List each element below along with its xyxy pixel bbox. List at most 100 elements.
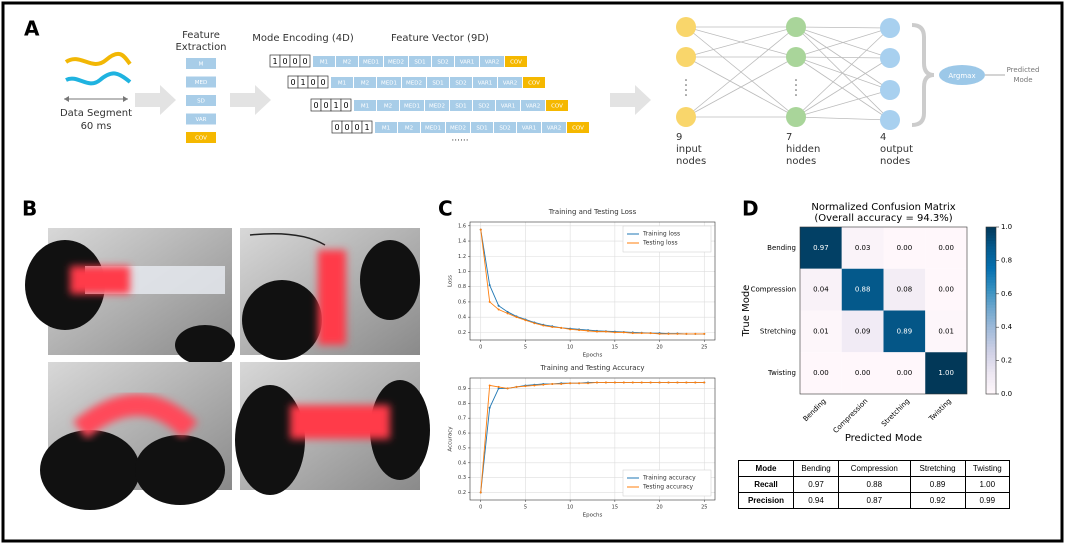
colorbar-step <box>986 360 996 364</box>
vector-box <box>473 77 497 88</box>
data-point <box>569 382 572 385</box>
y-tick-label: 0.7 <box>458 416 466 422</box>
data-point <box>578 329 581 332</box>
vector-box <box>354 100 376 111</box>
label: input <box>676 144 702 155</box>
vector-box <box>313 56 335 67</box>
y-tick-label: 0.8 <box>458 284 466 290</box>
y-tick-label: 0.6 <box>458 299 466 305</box>
vector-box <box>542 122 566 133</box>
cell-label: 0.88 <box>855 286 871 294</box>
data-point <box>515 316 518 319</box>
legend-label: Training loss <box>642 231 680 238</box>
label: M1 <box>338 81 346 87</box>
data-point <box>569 328 572 331</box>
data-point <box>685 381 688 384</box>
label: 0 <box>313 101 318 110</box>
x-tick-label: Twisting <box>927 397 953 423</box>
colorbar-step <box>986 385 996 389</box>
label: 1 <box>272 57 277 66</box>
colorbar-step <box>986 229 996 234</box>
data-point <box>587 329 590 332</box>
label: COV <box>551 104 563 110</box>
colorbar-step <box>986 274 996 278</box>
colorbar-tick-label: 0.8 <box>1001 256 1012 264</box>
label: ...... <box>451 134 468 144</box>
y-axis-label: Accuracy <box>448 426 454 452</box>
legend-label: Testing accuracy <box>642 484 694 491</box>
label: MED2 <box>388 60 404 66</box>
neuron <box>786 17 806 37</box>
heatmap-cell <box>800 268 842 311</box>
colorbar-step <box>986 299 996 303</box>
colorbar-step <box>986 346 996 350</box>
table-cell: 0.92 <box>909 492 966 509</box>
label: VAR2 <box>526 104 541 110</box>
y-tick-label: 0.8 <box>458 401 466 407</box>
colorbar-step <box>986 341 996 345</box>
colorbar-step <box>986 349 996 353</box>
heatmap-cell <box>925 310 967 353</box>
label: 1 <box>300 78 305 87</box>
data-point <box>649 332 652 335</box>
table-cell: 0.89 <box>909 476 966 493</box>
data-line <box>480 229 705 335</box>
data-point <box>488 284 491 287</box>
header-cell: Mode <box>738 460 794 477</box>
x-axis-label: Epochs <box>583 513 603 519</box>
colorbar-tick-label: 0.4 <box>1001 323 1013 331</box>
colorbar-step <box>986 263 996 267</box>
label: M2 <box>384 104 392 110</box>
y-tick-label: Stretching <box>760 327 796 335</box>
label: SD1 <box>414 60 425 66</box>
cell-label: 0.00 <box>938 286 954 294</box>
heatmap-cell <box>841 352 884 394</box>
colorbar-step <box>986 352 996 356</box>
plot-area <box>469 377 716 501</box>
vector-box <box>446 122 470 133</box>
colorbar-step <box>986 382 996 387</box>
panel-label: C <box>438 197 453 221</box>
dot <box>685 79 687 81</box>
label: SD1 <box>476 126 487 132</box>
data-point <box>497 387 500 390</box>
x-tick-label: 25 <box>701 345 707 351</box>
label: MED <box>195 80 207 86</box>
label: Feature Vector (9D) <box>391 33 489 44</box>
legend-label: Testing loss <box>642 240 678 247</box>
vector-box <box>523 77 545 88</box>
vector-box <box>377 77 401 88</box>
colorbar-step <box>986 227 996 231</box>
label: 0 <box>323 101 328 110</box>
feature-box <box>186 113 216 125</box>
x-tick-label: 0 <box>479 505 482 511</box>
feature-box <box>186 58 216 69</box>
neuron <box>880 110 900 130</box>
vector-box <box>450 100 472 111</box>
label: Data Segment <box>60 108 132 119</box>
heatmap-cell <box>841 268 884 311</box>
label: MED2 <box>429 104 445 110</box>
data-point <box>515 385 518 388</box>
vector-box <box>400 100 424 111</box>
data-point <box>631 381 634 384</box>
data-point <box>497 304 500 307</box>
table-row: Recall 0.97 0.88 0.89 1.00 <box>738 476 1011 493</box>
y-tick-label: 0.5 <box>458 445 466 451</box>
colorbar-step <box>986 282 996 286</box>
colorbar-step <box>986 363 996 367</box>
vector-box <box>480 56 504 67</box>
vector-box <box>450 77 472 88</box>
vector-box <box>331 77 353 88</box>
data-point <box>578 382 581 385</box>
label: MED1 <box>425 126 441 132</box>
connection <box>795 26 891 91</box>
label: nodes <box>880 156 910 167</box>
encoding-box <box>299 54 311 68</box>
feature-box <box>186 95 216 106</box>
cell-label: 0.09 <box>855 327 871 335</box>
label: 1 <box>364 123 369 132</box>
colorbar-step <box>986 293 996 298</box>
data-point <box>533 322 536 325</box>
